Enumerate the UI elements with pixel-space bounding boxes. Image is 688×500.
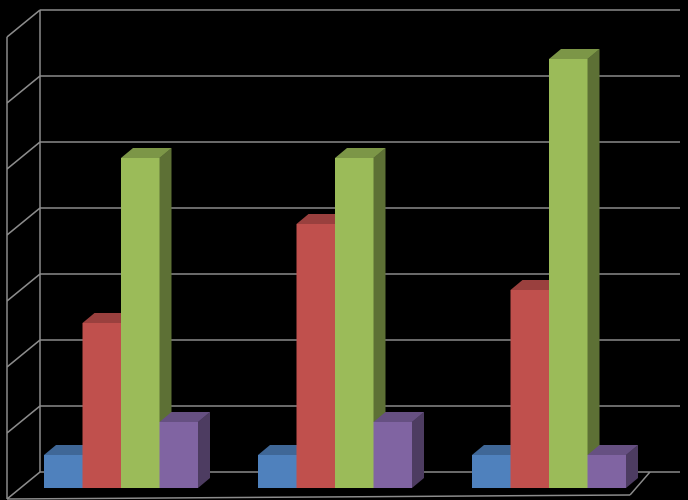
bar: [472, 455, 511, 488]
grid-line: [6, 471, 41, 500]
bar-top: [335, 148, 386, 158]
bar: [510, 290, 549, 488]
bar: [296, 224, 335, 488]
bar: [373, 422, 412, 488]
bar-top: [472, 445, 523, 455]
bar-top: [510, 280, 561, 290]
bar: [82, 323, 121, 488]
bar-top: [258, 445, 309, 455]
bar-top: [121, 148, 172, 158]
bar-top: [44, 445, 95, 455]
bar: [159, 422, 198, 488]
bar-top: [587, 445, 638, 455]
bar-top: [82, 313, 133, 323]
grid-line: [6, 9, 41, 38]
grid-line: [6, 207, 41, 236]
grid-line: [6, 141, 41, 170]
bar: [587, 455, 626, 488]
bar: [335, 158, 374, 488]
bar-top: [373, 412, 424, 422]
grid-line: [6, 339, 41, 368]
grid-line: [6, 273, 41, 302]
bar-top: [549, 49, 600, 59]
bar-top: [296, 214, 347, 224]
grid-line: [6, 405, 41, 434]
grid-line: [6, 75, 41, 104]
bar: [121, 158, 160, 488]
floor-right: [629, 471, 651, 496]
bar: [44, 455, 83, 488]
bar-side: [198, 412, 210, 488]
bar-side: [587, 49, 600, 488]
bar-side: [412, 412, 424, 488]
bar-top: [159, 412, 210, 422]
bar-side: [626, 445, 638, 488]
bar: [549, 59, 588, 488]
bar: [258, 455, 297, 488]
bar-side: [159, 148, 172, 488]
bar-side: [373, 148, 386, 488]
floor-front: [6, 494, 631, 500]
